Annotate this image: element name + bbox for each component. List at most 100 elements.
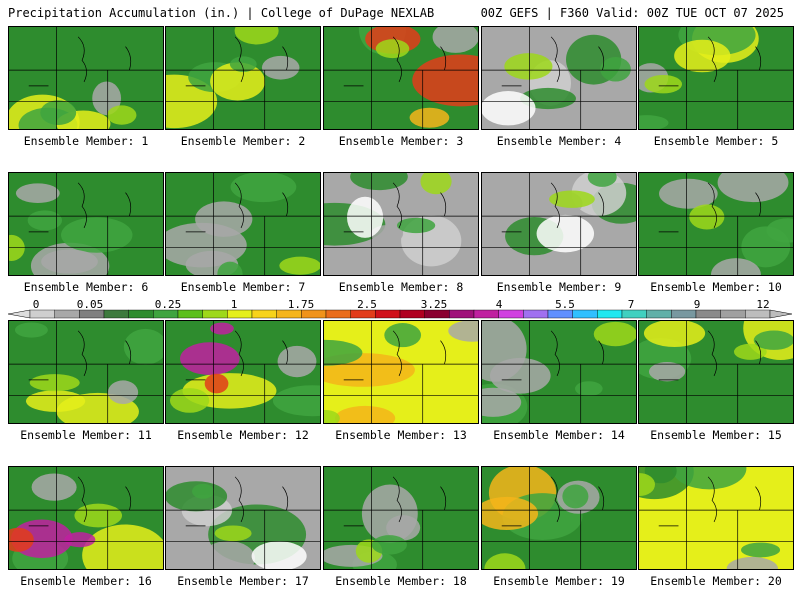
border-line [755, 192, 762, 217]
precip-contour [277, 345, 317, 378]
colorbar-tick-label: 0.05 [76, 298, 104, 311]
colorbar-segment [597, 309, 623, 319]
ensemble-panel-10 [638, 172, 794, 276]
ensemble-member-label: Ensemble Member: 17 [177, 574, 309, 588]
colorbar-segment [103, 309, 129, 319]
precip-contour [123, 328, 163, 365]
precip-contour [482, 387, 522, 417]
precip-contour [593, 321, 636, 347]
ensemble-member-label: Ensemble Member: 3 [338, 134, 464, 148]
border-line [440, 192, 447, 217]
ensemble-member-label: Ensemble Member: 10 [650, 280, 782, 294]
border-line [755, 46, 762, 71]
precip-contour [409, 107, 450, 128]
precip-contour [659, 178, 718, 209]
border-line [440, 486, 447, 511]
precip-contour [64, 532, 96, 548]
colorbar-segment [54, 309, 80, 319]
precip-contour [396, 217, 436, 234]
precip-contour [272, 385, 320, 417]
ensemble-member-label: Ensemble Member: 14 [493, 428, 625, 442]
precip-contour [384, 323, 422, 348]
ensemble-member-label: Ensemble Member: 13 [335, 428, 467, 442]
precip-contour [214, 525, 252, 542]
ensemble-panel-8 [323, 172, 479, 276]
border-line [77, 36, 87, 83]
ensemble-panel-7 [165, 172, 321, 276]
ensemble-member-label: Ensemble Member: 8 [338, 280, 464, 294]
precip-contour [25, 390, 86, 412]
precip-contour [371, 535, 407, 555]
colorbar-arrow-left [8, 309, 31, 319]
precip-contour [482, 91, 536, 126]
precip-contour [180, 342, 240, 376]
precip-contour [82, 524, 163, 569]
ensemble-member-label: Ensemble Member: 15 [650, 428, 782, 442]
precip-contour [689, 204, 725, 230]
precip-field-map [9, 321, 163, 423]
precip-contour [201, 540, 256, 569]
precip-contour [324, 409, 340, 423]
colorbar-segment [572, 309, 598, 319]
precip-contour [350, 173, 408, 191]
colorbar-arrow-right [769, 309, 792, 319]
colorbar-segment [399, 309, 425, 319]
colorbar-tick-label: 1.75 [287, 298, 315, 311]
precip-colorbar [8, 309, 792, 319]
precip-contour [726, 556, 778, 569]
precip-contour [648, 361, 686, 382]
border-line [440, 340, 447, 365]
precip-contour [40, 100, 77, 125]
precip-contour [251, 541, 307, 569]
ensemble-member-label: Ensemble Member: 20 [650, 574, 782, 588]
ensemble-panel-6 [8, 172, 164, 276]
precip-contour [9, 234, 25, 261]
ensemble-member-label: Ensemble Member: 11 [20, 428, 152, 442]
precip-contour [195, 201, 253, 237]
border-line [234, 330, 244, 377]
ensemble-member-label: Ensemble Member: 2 [180, 134, 306, 148]
border-line [707, 36, 717, 83]
colorbar-tick-label: 1 [230, 298, 238, 311]
colorbar-segment [473, 309, 499, 319]
colorbar-tick-label: 2.5 [357, 298, 377, 311]
colorbar-segment [671, 309, 697, 319]
precip-contour [334, 405, 396, 423]
precip-contour [600, 57, 631, 82]
border-line [234, 36, 244, 83]
precip-field-map [166, 173, 320, 275]
precip-contour [603, 97, 636, 120]
precip-contour [15, 183, 60, 204]
precip-contour [29, 374, 80, 392]
border-line [598, 46, 605, 71]
ensemble-panel-13 [323, 320, 479, 424]
ensemble-panel-9 [481, 172, 637, 276]
precip-contour [261, 55, 300, 80]
colorbar-segment [350, 309, 376, 319]
border-line [755, 340, 762, 365]
precip-field-map [482, 321, 636, 423]
border-line [282, 340, 289, 365]
precip-field-map [166, 27, 320, 129]
precip-contour [229, 56, 257, 72]
colorbar-segment [720, 309, 746, 319]
model-run-info: 00Z GEFS | F360 Valid: 00Z TUE OCT 07 20… [480, 6, 784, 20]
precip-field-map [166, 321, 320, 423]
ensemble-panel-19 [481, 466, 637, 570]
precip-contour [204, 373, 229, 394]
border-line [598, 192, 605, 217]
colorbar-segment [301, 309, 327, 319]
precip-contour [107, 105, 137, 125]
precip-contour [489, 357, 551, 394]
precip-field-map [639, 321, 793, 423]
precip-contour [31, 473, 77, 501]
ensemble-member-label: Ensemble Member: 5 [653, 134, 779, 148]
colorbar-segment [227, 309, 253, 319]
precip-contour [482, 496, 539, 530]
border-line [282, 486, 289, 511]
precip-contour [717, 173, 789, 203]
ensemble-member-label: Ensemble Member: 9 [496, 280, 622, 294]
precip-contour [375, 39, 410, 59]
precip-contour [733, 343, 767, 360]
precip-field-map [9, 173, 163, 275]
